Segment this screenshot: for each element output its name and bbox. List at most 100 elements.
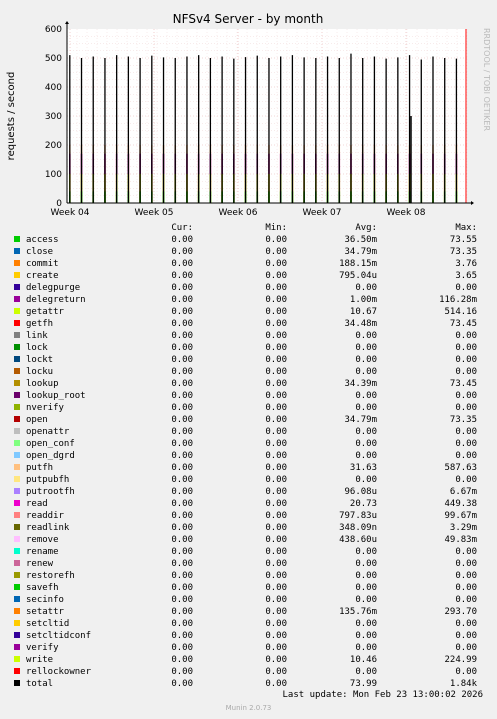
legend-avg: 34.39m bbox=[344, 379, 377, 389]
legend-cur: 0.00 bbox=[171, 655, 193, 665]
legend-item: rellockowner 0.00 0.00 0.00 0.00 bbox=[0, 666, 497, 678]
legend-swatch bbox=[14, 296, 20, 302]
y-tick-label: 0 bbox=[56, 199, 62, 209]
legend-cur: 0.00 bbox=[171, 319, 193, 329]
legend-item: access 0.00 0.00 36.50m 73.55 bbox=[0, 234, 497, 246]
legend-min: 0.00 bbox=[265, 595, 287, 605]
legend-name: putfh bbox=[26, 463, 54, 473]
legend-min: 0.00 bbox=[265, 307, 287, 317]
legend-name: delegreturn bbox=[26, 295, 86, 305]
x-tick-label: Week 08 bbox=[387, 208, 426, 218]
legend-name: renew bbox=[26, 559, 54, 569]
legend-item: putrootfh 0.00 0.00 96.08u 6.67m bbox=[0, 486, 497, 498]
watermark: RRDTOOL / TOBI OETIKER bbox=[482, 28, 491, 131]
legend-max: 73.35 bbox=[449, 247, 477, 257]
legend-name: lookup_root bbox=[26, 391, 86, 401]
legend-avg: 0.00 bbox=[355, 619, 377, 629]
legend-swatch bbox=[14, 284, 20, 290]
legend-max: 0.00 bbox=[455, 559, 477, 569]
legend-cur: 0.00 bbox=[171, 487, 193, 497]
legend-name: create bbox=[26, 271, 59, 281]
legend-name: total bbox=[26, 679, 54, 689]
legend-name: putrootfh bbox=[26, 487, 75, 497]
legend-max: 0.00 bbox=[455, 643, 477, 653]
legend-min: 0.00 bbox=[265, 415, 287, 425]
legend-max: 0.00 bbox=[455, 595, 477, 605]
legend-swatch bbox=[14, 500, 20, 506]
legend-swatch bbox=[14, 236, 20, 242]
legend-max: 73.55 bbox=[449, 235, 477, 245]
legend-avg: 34.79m bbox=[344, 415, 377, 425]
legend-cur: 0.00 bbox=[171, 679, 193, 689]
legend-avg: 438.60u bbox=[339, 535, 377, 545]
legend-min: 0.00 bbox=[265, 655, 287, 665]
legend-avg: 0.00 bbox=[355, 631, 377, 641]
legend-cur: 0.00 bbox=[171, 343, 193, 353]
legend-avg: 0.00 bbox=[355, 427, 377, 437]
legend-min: 0.00 bbox=[265, 343, 287, 353]
legend-min: 0.00 bbox=[265, 379, 287, 389]
legend-swatch bbox=[14, 644, 20, 650]
legend-min: 0.00 bbox=[265, 427, 287, 437]
legend-swatch bbox=[14, 380, 20, 386]
x-tick-label: Week 05 bbox=[135, 208, 174, 218]
legend-avg: 10.46 bbox=[349, 655, 377, 665]
legend-name: setcltid bbox=[26, 619, 70, 629]
legend-max: 49.83m bbox=[444, 535, 477, 545]
legend-avg: 0.00 bbox=[355, 559, 377, 569]
legend-cur: 0.00 bbox=[171, 367, 193, 377]
legend-swatch bbox=[14, 656, 20, 662]
legend-min: 0.00 bbox=[265, 247, 287, 257]
legend-max: 3.29m bbox=[449, 523, 477, 533]
legend-swatch bbox=[14, 464, 20, 470]
legend-avg: 797.83u bbox=[339, 511, 377, 521]
legend-swatch bbox=[14, 272, 20, 278]
x-tick-labels: Week 04 Week 05 Week 06 Week 07 Week 08 bbox=[51, 208, 426, 218]
chart: NFSv4 Server - by month requests / secon… bbox=[6, 12, 491, 218]
legend-max: 0.00 bbox=[455, 331, 477, 341]
legend-avg: 20.73 bbox=[349, 499, 377, 509]
legend-item: restorefh 0.00 0.00 0.00 0.00 bbox=[0, 570, 497, 582]
legend-swatch bbox=[14, 620, 20, 626]
legend-item: remove 0.00 0.00 438.60u 49.83m bbox=[0, 534, 497, 546]
legend-avg: 10.67 bbox=[349, 307, 377, 317]
legend-max: 73.45 bbox=[449, 379, 477, 389]
legend-max: 0.00 bbox=[455, 619, 477, 629]
legend-item: getfh 0.00 0.00 34.48m 73.45 bbox=[0, 318, 497, 330]
legend-name: link bbox=[26, 331, 48, 341]
legend-min: 0.00 bbox=[265, 679, 287, 689]
grid bbox=[66, 29, 468, 203]
legend-name: open_dgrd bbox=[26, 451, 75, 461]
legend-max: 0.00 bbox=[455, 475, 477, 485]
legend-max: 0.00 bbox=[455, 355, 477, 365]
x-tick-label: Week 07 bbox=[303, 208, 342, 218]
legend-item: delegpurge 0.00 0.00 0.00 0.00 bbox=[0, 282, 497, 294]
legend-avg: 0.00 bbox=[355, 439, 377, 449]
legend-avg: 34.79m bbox=[344, 247, 377, 257]
y-tick-label: 100 bbox=[45, 170, 62, 180]
legend-swatch bbox=[14, 440, 20, 446]
legend-name: lockt bbox=[26, 355, 54, 365]
legend-cur: 0.00 bbox=[171, 619, 193, 629]
legend-cur: 0.00 bbox=[171, 583, 193, 593]
legend-min: 0.00 bbox=[265, 463, 287, 473]
legend-min: 0.00 bbox=[265, 391, 287, 401]
legend-item: setattr 0.00 0.00 135.76m 293.70 bbox=[0, 606, 497, 618]
legend-cur: 0.00 bbox=[171, 247, 193, 257]
legend-swatch bbox=[14, 392, 20, 398]
legend-min: 0.00 bbox=[265, 607, 287, 617]
legend-max: 0.00 bbox=[455, 631, 477, 641]
legend-min: 0.00 bbox=[265, 631, 287, 641]
legend-min: 0.00 bbox=[265, 295, 287, 305]
legend-max: 587.63 bbox=[444, 463, 477, 473]
legend-min: 0.00 bbox=[265, 331, 287, 341]
legend-min: 0.00 bbox=[265, 499, 287, 509]
legend-avg: 135.76m bbox=[339, 607, 377, 617]
legend-cur: 0.00 bbox=[171, 427, 193, 437]
legend-min: 0.00 bbox=[265, 583, 287, 593]
legend-avg: 795.04u bbox=[339, 271, 377, 281]
legend-name: restorefh bbox=[26, 571, 75, 581]
legend-swatch bbox=[14, 488, 20, 494]
legend-item: setcltidconf 0.00 0.00 0.00 0.00 bbox=[0, 630, 497, 642]
legend-avg: 0.00 bbox=[355, 595, 377, 605]
